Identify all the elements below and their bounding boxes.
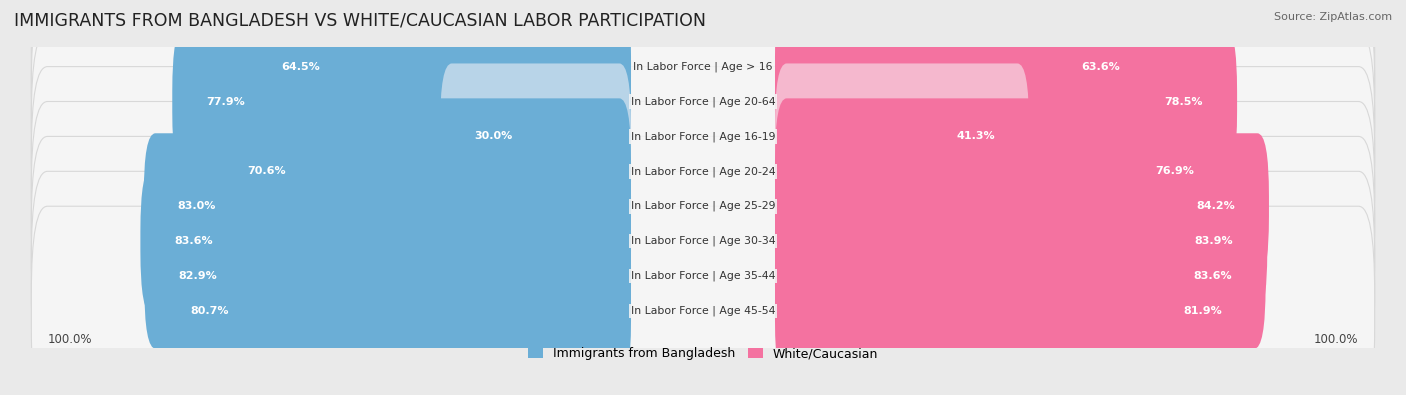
Text: 100.0%: 100.0% (1315, 333, 1358, 346)
FancyBboxPatch shape (775, 168, 1267, 314)
Text: 100.0%: 100.0% (48, 333, 91, 346)
Text: 63.6%: 63.6% (1081, 62, 1119, 71)
FancyBboxPatch shape (440, 64, 631, 209)
FancyBboxPatch shape (775, 238, 1256, 384)
FancyBboxPatch shape (31, 206, 1375, 395)
Text: In Labor Force | Age 20-24: In Labor Force | Age 20-24 (631, 166, 775, 177)
Text: In Labor Force | Age 30-34: In Labor Force | Age 30-34 (631, 236, 775, 246)
Legend: Immigrants from Bangladesh, White/Caucasian: Immigrants from Bangladesh, White/Caucas… (523, 342, 883, 365)
Text: 78.5%: 78.5% (1164, 96, 1204, 107)
Text: 64.5%: 64.5% (281, 62, 321, 71)
Text: In Labor Force | Age 35-44: In Labor Force | Age 35-44 (631, 271, 775, 281)
Text: 83.9%: 83.9% (1195, 236, 1233, 246)
FancyBboxPatch shape (141, 168, 631, 314)
FancyBboxPatch shape (775, 133, 1270, 279)
Text: 76.9%: 76.9% (1156, 166, 1194, 176)
FancyBboxPatch shape (775, 64, 1029, 209)
Text: 41.3%: 41.3% (956, 132, 995, 141)
FancyBboxPatch shape (31, 171, 1375, 381)
FancyBboxPatch shape (214, 98, 631, 244)
FancyBboxPatch shape (31, 0, 1375, 171)
Text: 84.2%: 84.2% (1197, 201, 1234, 211)
FancyBboxPatch shape (775, 203, 1265, 349)
FancyBboxPatch shape (31, 136, 1375, 346)
FancyBboxPatch shape (31, 102, 1375, 311)
Text: 83.6%: 83.6% (174, 236, 214, 246)
FancyBboxPatch shape (31, 0, 1375, 206)
Text: 82.9%: 82.9% (179, 271, 217, 281)
Text: In Labor Force | Age 45-54: In Labor Force | Age 45-54 (631, 306, 775, 316)
Text: Source: ZipAtlas.com: Source: ZipAtlas.com (1274, 12, 1392, 22)
Text: In Labor Force | Age 16-19: In Labor Force | Age 16-19 (631, 131, 775, 142)
Text: 80.7%: 80.7% (191, 306, 229, 316)
Text: 77.9%: 77.9% (207, 96, 245, 107)
Text: In Labor Force | Age 25-29: In Labor Force | Age 25-29 (631, 201, 775, 211)
Text: 81.9%: 81.9% (1184, 306, 1222, 316)
FancyBboxPatch shape (145, 203, 631, 349)
Text: 83.0%: 83.0% (177, 201, 217, 211)
Text: In Labor Force | Age 20-64: In Labor Force | Age 20-64 (631, 96, 775, 107)
Text: 70.6%: 70.6% (247, 166, 285, 176)
Text: 83.6%: 83.6% (1192, 271, 1232, 281)
FancyBboxPatch shape (247, 0, 631, 139)
FancyBboxPatch shape (173, 28, 631, 175)
FancyBboxPatch shape (31, 32, 1375, 241)
Text: IMMIGRANTS FROM BANGLADESH VS WHITE/CAUCASIAN LABOR PARTICIPATION: IMMIGRANTS FROM BANGLADESH VS WHITE/CAUC… (14, 12, 706, 30)
FancyBboxPatch shape (775, 98, 1227, 244)
Text: 30.0%: 30.0% (474, 132, 512, 141)
FancyBboxPatch shape (143, 133, 631, 279)
FancyBboxPatch shape (156, 238, 631, 384)
FancyBboxPatch shape (775, 0, 1154, 139)
FancyBboxPatch shape (775, 28, 1237, 175)
Text: In Labor Force | Age > 16: In Labor Force | Age > 16 (633, 61, 773, 72)
FancyBboxPatch shape (31, 67, 1375, 276)
